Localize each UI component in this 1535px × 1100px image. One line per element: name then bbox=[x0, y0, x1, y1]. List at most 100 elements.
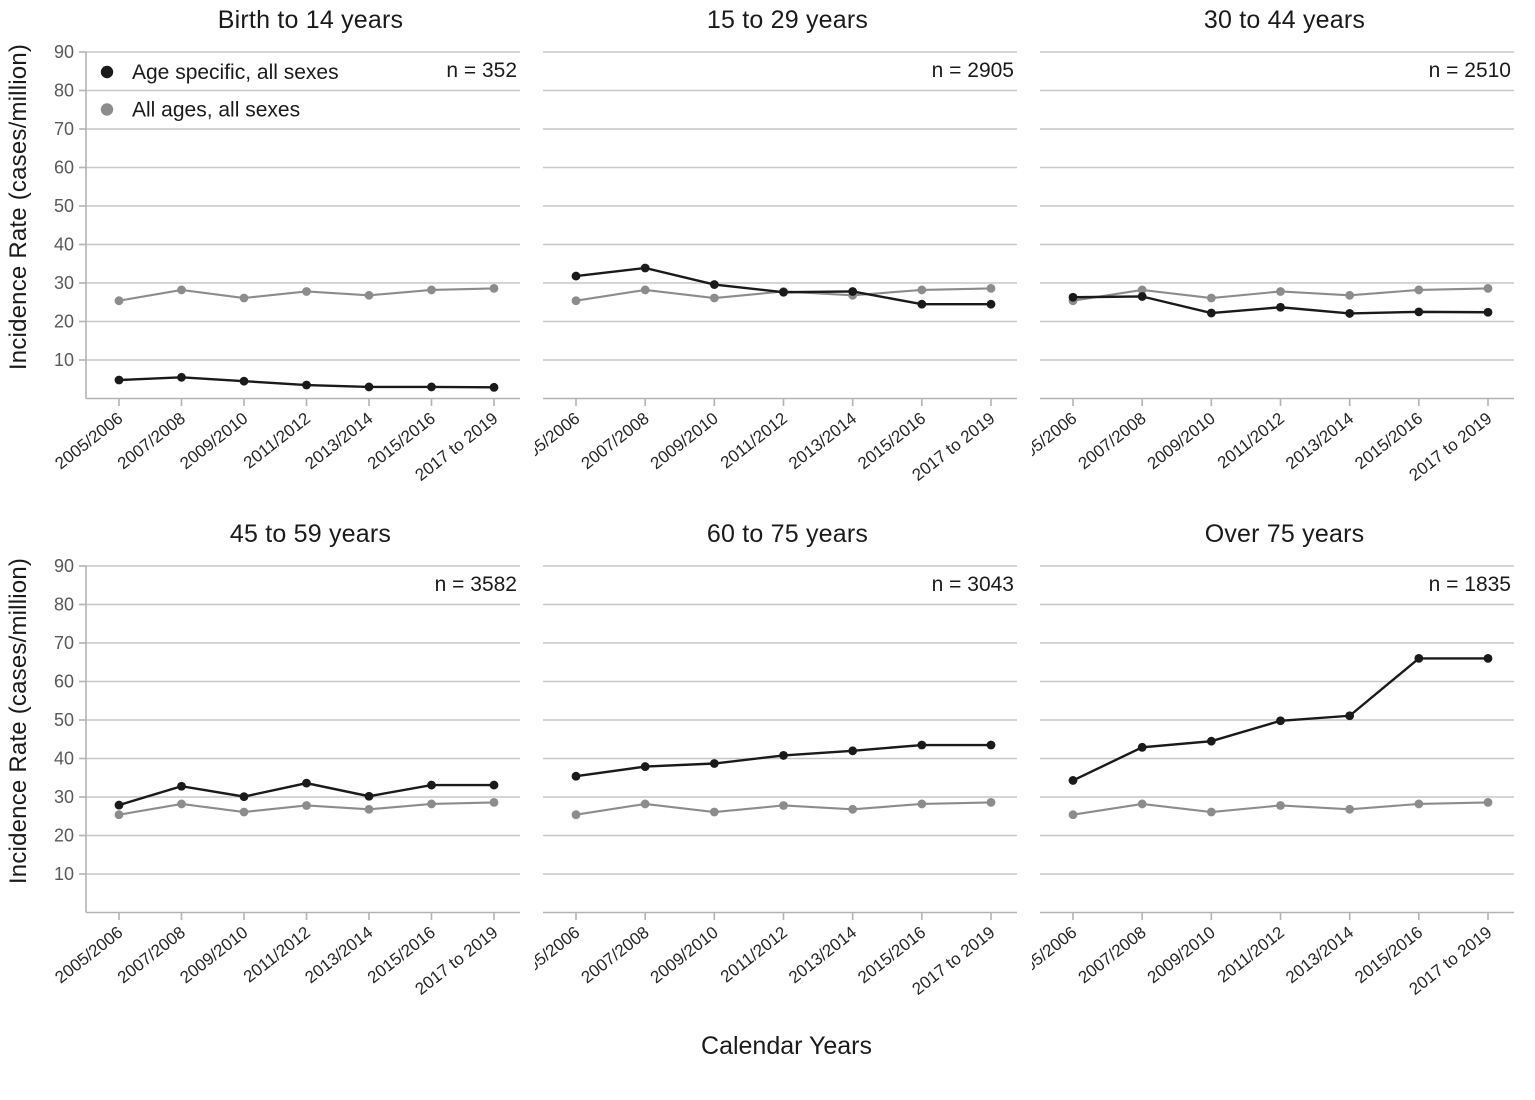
age-specific-point bbox=[489, 382, 499, 392]
x-tick-label: 2009/2010 bbox=[647, 923, 722, 987]
panel-15-to-29: 15 to 29 years 2005/2006 2007/2008 2009/20… bbox=[508, 2, 1032, 516]
chart-30-to-44: 2005/2006 2007/2008 2009/2010 2011/2012 2013… bbox=[1005, 44, 1522, 516]
n-count-label: n = 352 bbox=[446, 59, 517, 82]
x-tick-label: 2009/2010 bbox=[1144, 409, 1219, 473]
age-specific-point bbox=[779, 287, 788, 297]
y-tick-label: 50 bbox=[54, 710, 74, 730]
y-tick-label: 90 bbox=[54, 558, 74, 576]
age-specific-point bbox=[1276, 716, 1285, 726]
legend-label: Age specific, all sexes bbox=[132, 61, 339, 84]
age-specific-point bbox=[1414, 654, 1424, 663]
panel-over-75: Over 75 years 2005/2006 2007/2008 2009/201… bbox=[1005, 516, 1529, 1030]
age-specific-point bbox=[302, 380, 311, 390]
chart-60-to-75: 2005/2006 2007/2008 2009/2010 2011/2012 2013… bbox=[508, 558, 1025, 1030]
age-specific-point bbox=[364, 791, 374, 801]
age-specific-point bbox=[848, 746, 858, 756]
figure: Incidence Rate (cases/million) Birth to … bbox=[0, 2, 1535, 1060]
x-tick-label: 2005/2006 bbox=[535, 409, 583, 473]
x-tick-label: 2011/2012 bbox=[717, 923, 791, 987]
panel-30-to-44: 30 to 44 years 2005/2006 2007/2008 2009/20… bbox=[1005, 2, 1529, 516]
x-tick-label: 2005/2006 bbox=[51, 923, 126, 987]
y-tick-label: 60 bbox=[54, 672, 74, 692]
age-specific-line bbox=[575, 266, 991, 306]
all-ages-point bbox=[1483, 797, 1493, 807]
age-specific-point bbox=[709, 280, 719, 289]
age-specific-line bbox=[575, 743, 991, 778]
age-specific-point bbox=[364, 382, 374, 392]
x-tick-label: 2007/2008 bbox=[578, 409, 653, 473]
n-count-label: n = 1835 bbox=[1429, 573, 1511, 596]
all-ages-point bbox=[427, 285, 436, 295]
x-tick-label: 2007/2008 bbox=[114, 923, 189, 987]
all-ages-point bbox=[640, 799, 650, 809]
panel-title: Birth to 14 years bbox=[217, 6, 404, 34]
all-ages-point bbox=[489, 283, 499, 293]
x-tick-label: 2013/2014 bbox=[301, 923, 376, 987]
all-ages-point bbox=[986, 283, 996, 293]
plot-svg: 2005/20062007/20082009/20102011/20122013… bbox=[1005, 565, 1514, 999]
panel-title: 30 to 44 years bbox=[1203, 6, 1366, 34]
age-specific-point bbox=[1483, 654, 1493, 663]
plot-svg: 2005/20062007/20082009/20102011/20122013… bbox=[1005, 51, 1514, 485]
age-specific-point bbox=[1483, 307, 1493, 317]
x-tick-label: 2005/2006 bbox=[535, 923, 583, 987]
age-specific-point bbox=[571, 271, 581, 281]
x-tick-label: 2013/2014 bbox=[301, 409, 376, 473]
panel-birth-to-14: Birth to 14 years 10 20 30 40 50 60 70 80 90 2005… bbox=[38, 2, 535, 516]
all-ages-point bbox=[1206, 293, 1216, 303]
age-specific-point bbox=[848, 287, 858, 296]
y-tick-label: 70 bbox=[54, 633, 74, 653]
chart-row-bottom: Incidence Rate (cases/million) 45 to 59 … bbox=[0, 516, 1535, 1030]
all-ages-point bbox=[177, 285, 186, 295]
n-count-label: n = 3582 bbox=[435, 573, 517, 596]
age-specific-point bbox=[239, 376, 249, 386]
y-tick-label: 20 bbox=[54, 826, 74, 846]
age-specific-point bbox=[640, 263, 650, 273]
y-tick-label: 30 bbox=[54, 787, 74, 807]
age-specific-point bbox=[986, 299, 996, 309]
x-tick-label: 2007/2008 bbox=[578, 923, 653, 987]
all-ages-point bbox=[571, 296, 581, 306]
age-specific-point bbox=[1206, 308, 1216, 318]
age-specific-point bbox=[1414, 307, 1424, 317]
x-tick-label: 2011/2012 bbox=[240, 409, 314, 473]
y-tick-label: 80 bbox=[54, 595, 74, 615]
x-tick-label: 2005/2006 bbox=[1032, 923, 1080, 987]
all-ages-point bbox=[1345, 290, 1355, 300]
age-specific-point bbox=[986, 740, 996, 750]
y-tick-label: 10 bbox=[54, 350, 74, 370]
x-tick-label: 2013/2014 bbox=[785, 923, 860, 987]
age-specific-point bbox=[779, 751, 788, 760]
age-specific-point bbox=[177, 372, 186, 382]
chart-15-to-29: 2005/2006 2007/2008 2009/2010 2011/2012 2013… bbox=[508, 44, 1025, 516]
age-specific-point bbox=[239, 792, 249, 802]
x-tick-label: 2007/2008 bbox=[1075, 923, 1150, 987]
all-ages-point bbox=[1276, 287, 1285, 296]
age-specific-point bbox=[1137, 742, 1147, 752]
all-ages-point bbox=[114, 810, 124, 820]
age-specific-point bbox=[427, 382, 436, 392]
all-ages-point bbox=[848, 804, 858, 814]
y-tick-label: 80 bbox=[54, 81, 74, 101]
all-ages-point bbox=[1276, 801, 1285, 810]
all-ages-point bbox=[239, 293, 249, 303]
y-tick-label: 70 bbox=[54, 119, 74, 139]
panel-title: Over 75 years bbox=[1204, 520, 1365, 548]
x-tick-label: 2007/2008 bbox=[114, 409, 189, 473]
age-specific-point bbox=[302, 778, 311, 788]
age-specific-point bbox=[427, 780, 436, 790]
age-specific-point bbox=[114, 800, 124, 810]
y-axis-title: Incidence Rate (cases/million) bbox=[5, 557, 32, 885]
chart-over-75: 2005/2006 2007/2008 2009/2010 2011/2012 2013… bbox=[1005, 558, 1522, 1030]
all-ages-point bbox=[1068, 810, 1078, 820]
all-ages-point bbox=[239, 807, 249, 817]
y-axis-title: Incidence Rate (cases/million) bbox=[5, 43, 32, 371]
x-tick-label: 2009/2010 bbox=[1144, 923, 1219, 987]
chart-row-top: Incidence Rate (cases/million) Birth to … bbox=[0, 2, 1535, 516]
all-ages-point bbox=[1206, 807, 1216, 817]
age-specific-point bbox=[1137, 292, 1147, 301]
y-tick-label: 50 bbox=[54, 196, 74, 216]
y-tick-label: 10 bbox=[54, 864, 74, 884]
plot-svg: 10 20 30 40 50 60 70 80 90 2005/20062007/20082009… bbox=[51, 42, 520, 485]
x-tick-label: 2011/2012 bbox=[717, 409, 791, 473]
